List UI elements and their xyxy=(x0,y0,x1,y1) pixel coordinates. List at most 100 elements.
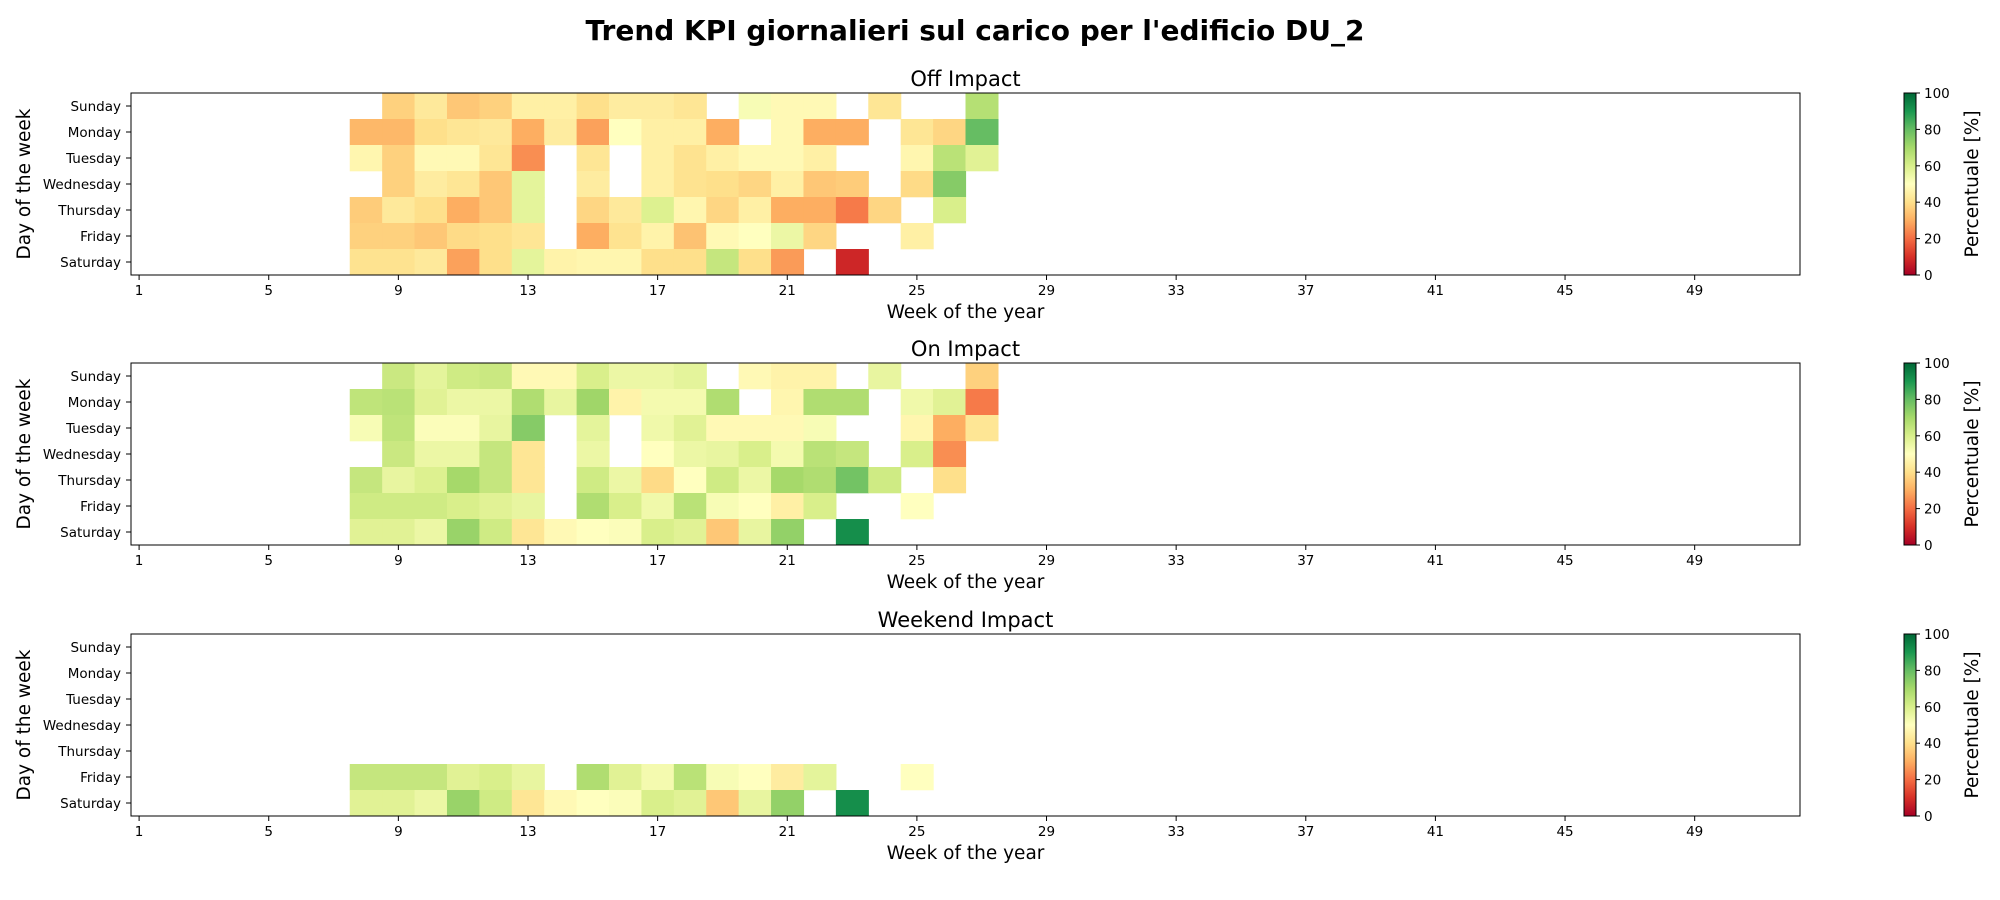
heatmap-cell xyxy=(511,493,545,520)
heatmap-cell xyxy=(511,223,545,250)
heatmap-cell xyxy=(803,441,837,468)
heatmap-cell xyxy=(965,145,999,172)
heatmap-cell xyxy=(706,197,740,224)
heatmap-cell xyxy=(673,389,707,416)
heatmap-cell xyxy=(576,441,610,468)
heatmap-cell xyxy=(446,764,480,791)
heatmap-cell xyxy=(576,249,610,276)
heatmap-cell xyxy=(673,249,707,276)
heatmap-cell xyxy=(479,519,513,546)
y-tick-label: Wednesday xyxy=(43,177,121,193)
heatmap-cell xyxy=(382,519,416,546)
heatmap-cell xyxy=(706,441,740,468)
heatmap-cell xyxy=(382,764,416,791)
heatmap-cell xyxy=(900,223,934,250)
heatmap-cell xyxy=(641,119,675,146)
heatmap-cell xyxy=(382,441,416,468)
x-tick-label: 29 xyxy=(1038,824,1055,840)
colorbar-tick-label: 100 xyxy=(1924,86,1950,102)
heatmap-cell xyxy=(771,441,805,468)
x-axis-label: Week of the year xyxy=(887,843,1045,864)
x-tick-label: 37 xyxy=(1297,283,1314,299)
heatmap-cell xyxy=(803,119,837,146)
heatmap-cell xyxy=(446,223,480,250)
x-tick-label: 13 xyxy=(519,824,536,840)
heatmap-cell xyxy=(803,223,837,250)
heatmap-cell xyxy=(414,415,448,442)
x-tick-label: 13 xyxy=(519,283,536,299)
heatmap-cell xyxy=(738,223,772,250)
x-tick-label: 1 xyxy=(135,824,144,840)
heatmap-cell xyxy=(609,467,643,494)
heatmap-cell xyxy=(641,249,675,276)
heatmap-cell xyxy=(414,145,448,172)
heatmap-cell xyxy=(576,171,610,198)
heatmap-cell xyxy=(479,197,513,224)
heatmap-cell xyxy=(479,93,513,120)
heatmap-cell xyxy=(738,467,772,494)
heatmap-cell xyxy=(706,415,740,442)
x-tick-label: 29 xyxy=(1038,283,1055,299)
colorbar-tick-label: 0 xyxy=(1924,809,1933,825)
y-axis-label: Day of the week xyxy=(14,108,35,259)
heatmap-cell xyxy=(511,790,545,817)
x-axis-label: Week of the year xyxy=(887,302,1045,323)
colorbar-tick-label: 80 xyxy=(1924,663,1941,679)
x-tick-label: 45 xyxy=(1556,283,1573,299)
heatmap-cell xyxy=(446,415,480,442)
heatmap-cell xyxy=(609,764,643,791)
heatmap-cell xyxy=(446,493,480,520)
heatmap-cell xyxy=(673,119,707,146)
heatmap-cell xyxy=(641,363,675,390)
heatmap-cell xyxy=(706,223,740,250)
heatmap-cell xyxy=(479,441,513,468)
heatmap-cell xyxy=(933,441,967,468)
heatmap-cell xyxy=(706,467,740,494)
heatmap-cell xyxy=(414,119,448,146)
x-axis-label: Week of the year xyxy=(887,572,1045,593)
heatmap-cell xyxy=(706,249,740,276)
x-tick-label: 21 xyxy=(779,283,796,299)
x-tick-label: 9 xyxy=(394,824,403,840)
heatmap-cell xyxy=(511,145,545,172)
x-tick-label: 29 xyxy=(1038,553,1055,569)
heatmap-cell xyxy=(511,197,545,224)
heatmap-cell xyxy=(868,197,902,224)
heatmap-cell xyxy=(609,119,643,146)
colorbar-label: Percentuale [%] xyxy=(1962,651,1983,798)
heatmap-cell xyxy=(803,93,837,120)
heatmap-cell xyxy=(511,389,545,416)
heatmap-cell xyxy=(382,223,416,250)
heatmap-cell xyxy=(511,249,545,276)
heatmap-cell xyxy=(414,467,448,494)
y-tick-label: Friday xyxy=(80,499,121,515)
heatmap-cell xyxy=(803,363,837,390)
heatmap-cell xyxy=(544,790,578,817)
heatmap-cell xyxy=(673,93,707,120)
heatmap-cell xyxy=(479,249,513,276)
heatmap-cell xyxy=(771,197,805,224)
colorbar xyxy=(1903,633,1917,817)
heatmap-cell xyxy=(349,519,383,546)
x-tick-label: 37 xyxy=(1297,824,1314,840)
heatmap-cell xyxy=(835,171,869,198)
heatmap-cell xyxy=(933,145,967,172)
heatmap-cell xyxy=(414,493,448,520)
heatmap-panels: Off Impact Sunday Monday Tuesday Wednesday Th… xyxy=(14,67,1983,864)
y-tick-label: Sunday xyxy=(70,369,121,385)
heatmap-cell xyxy=(414,764,448,791)
heatmap-cell xyxy=(414,519,448,546)
y-tick-label: Wednesday xyxy=(43,447,121,463)
heatmap-cell xyxy=(673,764,707,791)
heatmap-cell xyxy=(479,790,513,817)
heatmap-cell xyxy=(771,363,805,390)
heatmap-cell xyxy=(738,519,772,546)
heatmap-cell xyxy=(771,223,805,250)
heatmap-cell xyxy=(933,197,967,224)
heatmap-cell xyxy=(738,171,772,198)
heatmap-cell xyxy=(933,171,967,198)
heatmap-cell xyxy=(965,389,999,416)
heatmap-cell xyxy=(446,197,480,224)
heatmap-cell xyxy=(771,249,805,276)
heatmap-cell xyxy=(803,764,837,791)
